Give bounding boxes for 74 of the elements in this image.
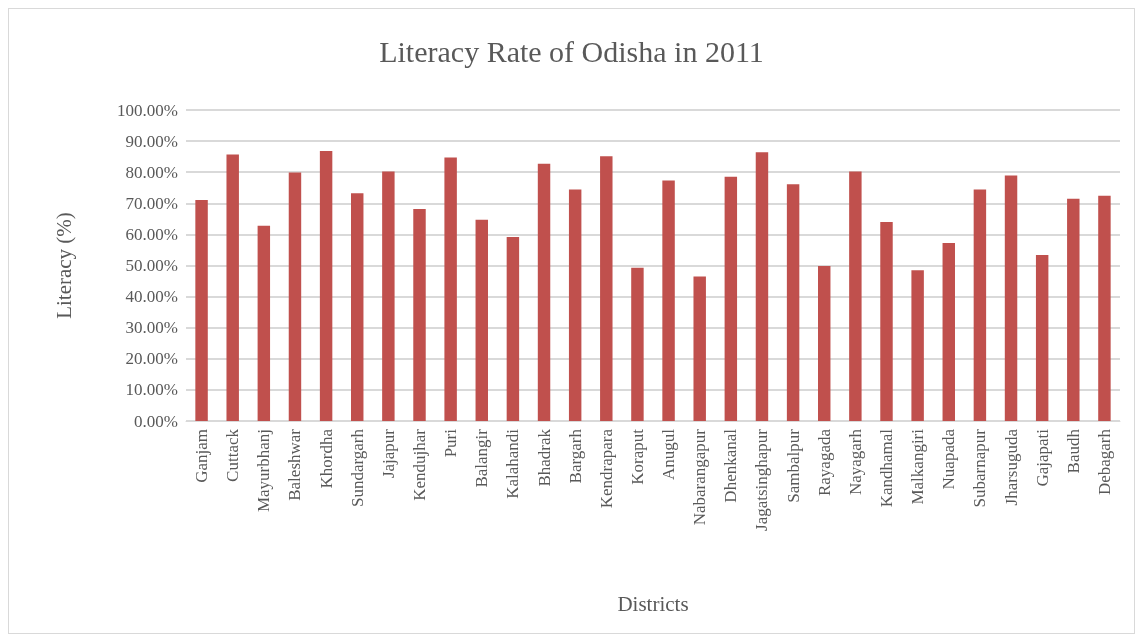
x-tick-label: Cuttack [223,428,243,482]
x-tick-label: Nuapada [939,428,959,490]
x-tick-label: Bargarh [565,428,585,484]
x-tick-label: Jagatsinghapur [752,428,772,531]
x-tick-label: Dhenkanal [721,428,741,503]
bar [413,208,426,421]
y-tick-label: 10.00% [125,380,178,400]
x-tick-label: Balangir [472,428,492,488]
chart-title: Literacy Rate of Odisha in 2011 [379,34,764,68]
y-tick-label: 100.00% [117,100,178,120]
y-tick-label: 50.00% [125,256,178,275]
y-axis-title: Literacy (%) [51,212,76,319]
bar [942,243,955,421]
bar [1098,195,1111,421]
x-tick-label: Gajapati [1032,428,1052,487]
bar [195,199,208,421]
x-tick-label: Sambalpur [783,428,803,503]
x-tick-label: Kandhamal [877,428,896,508]
bar [818,266,831,421]
bar [600,156,613,421]
x-tick-label: Baleshwar [285,428,305,501]
bar [444,157,457,421]
bar [755,152,769,421]
x-tick-label: Koraput [627,428,647,485]
x-tick-label: Sundargarh [347,428,367,508]
bar [849,171,862,421]
bar [973,189,987,421]
x-tick-label: Jajapur [378,428,398,479]
bar [475,219,488,421]
bar [568,189,582,421]
bar [288,172,302,421]
bar [693,276,706,421]
bar [537,163,551,421]
x-tick-label: Kalahandi [503,428,523,499]
x-tick-label: Malkangiri [908,428,928,505]
x-tick-label: Jharsuguda [1001,428,1021,506]
bar [226,154,239,421]
bar [1035,254,1049,421]
bar [786,184,800,421]
y-tick-label: 90.00% [125,131,178,151]
y-tick-label: 70.00% [125,193,178,213]
bar [880,221,893,421]
x-tick-label: Puri [441,428,461,458]
bar [506,236,520,421]
x-tick-label: Kendrapara [596,428,616,509]
bar [319,151,333,421]
y-tick-label: 30.00% [125,318,178,338]
bar [257,225,271,421]
x-tick-label: Kendujhar [410,428,429,501]
x-tick-label: Nayagarh [845,428,865,496]
bar [1004,175,1018,421]
x-tick-label: Debagarh [1094,428,1114,496]
x-tick-label: Rayagada [814,428,834,497]
x-tick-label: Baudh [1063,428,1083,474]
x-axis-title: Districts [617,591,689,616]
x-tick-label: Anugul [659,428,679,480]
bar [1067,198,1080,421]
y-tick-label: 60.00% [125,224,178,244]
y-tick-label: 80.00% [125,162,178,182]
bar [662,180,675,421]
bar [351,193,364,421]
bar [724,176,738,421]
x-tick-label: Khordha [316,428,336,489]
x-tick-label: Mayurbhanj [254,429,274,513]
x-tick-label: Ganjam [192,429,212,483]
y-tick-label: 0.00% [134,411,178,431]
bar [911,270,924,421]
bar [382,171,395,421]
y-tick-label: 40.00% [125,287,178,307]
bar [631,267,644,421]
x-tick-label: Subarnapur [970,428,990,508]
y-tick-label: 20.00% [125,349,178,369]
x-tick-label: Nabarangapur [690,428,710,526]
x-tick-label: Bhadrak [534,428,554,487]
